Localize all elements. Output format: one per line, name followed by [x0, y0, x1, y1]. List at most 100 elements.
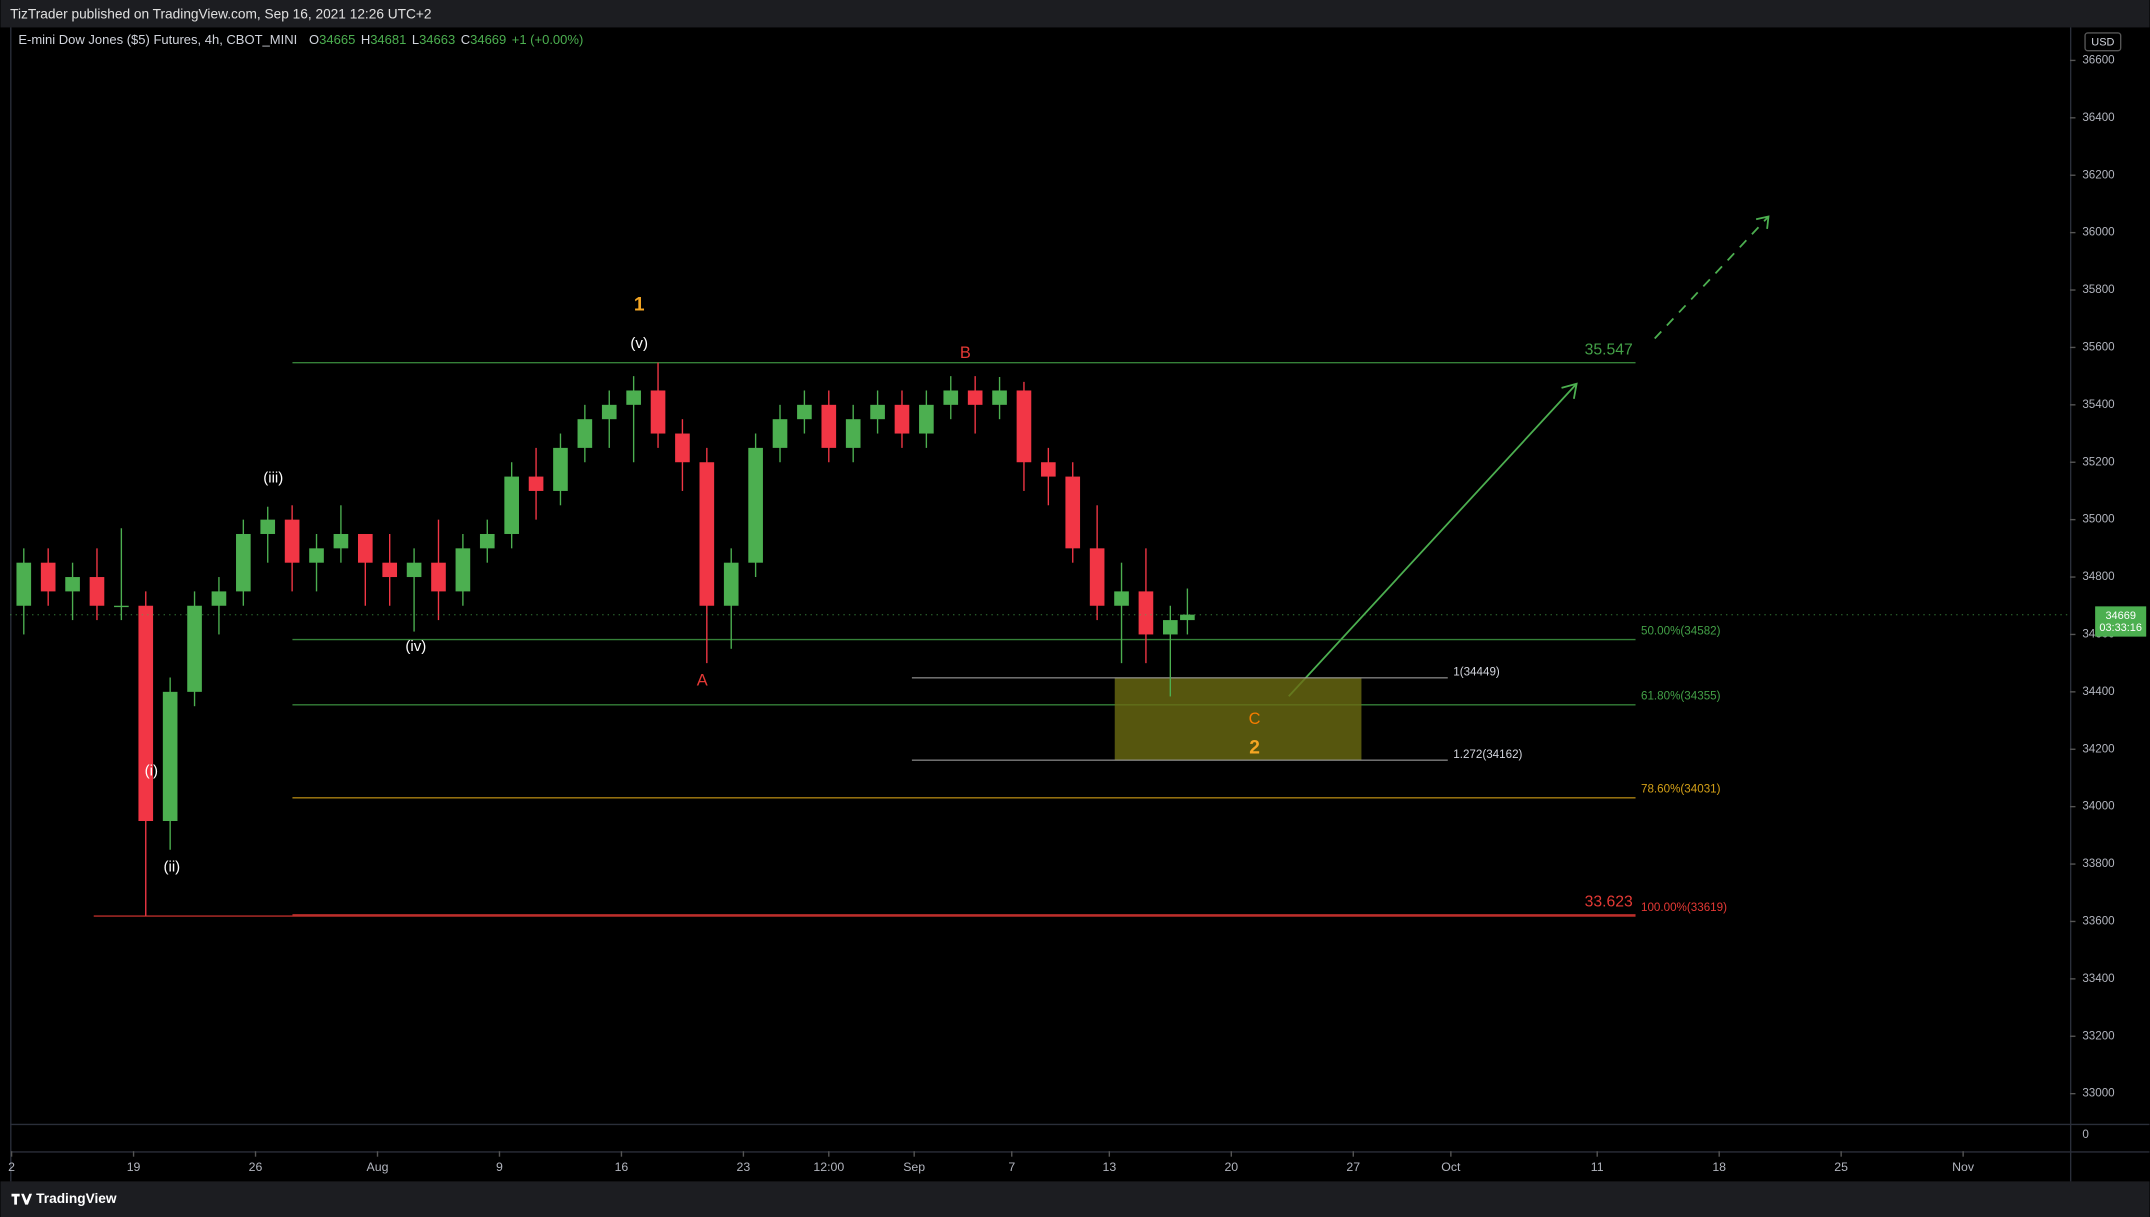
- x-tick-label: 18: [1712, 1160, 1726, 1174]
- extension-label: 1.272(34162): [1453, 748, 1522, 761]
- candle-body: [138, 605, 154, 822]
- candle-body: [870, 404, 885, 420]
- x-tick-label: 23: [737, 1160, 751, 1174]
- countdown: 03:33:16: [2099, 622, 2142, 634]
- x-tick-label: Oct: [1441, 1160, 1461, 1174]
- y-tick-label: 33400: [2082, 972, 2115, 985]
- symbol: E-mini Dow Jones ($5) Futures, 4h, CBOT_…: [18, 33, 297, 48]
- candle-body: [772, 419, 788, 448]
- candle-body: [1065, 476, 1081, 549]
- x-tick-label: 20: [1224, 1160, 1238, 1174]
- candle-body: [114, 605, 129, 608]
- footer-bar: [0, 1181, 2150, 1217]
- y-tick-label: 34200: [2082, 742, 2115, 755]
- brand-logo: [11, 1193, 33, 1205]
- candle-body: [528, 476, 544, 491]
- wave-label: (iv): [405, 638, 426, 655]
- y-tick-label: 36000: [2082, 226, 2115, 239]
- candle-body: [504, 476, 519, 534]
- candle-body: [479, 533, 495, 549]
- candle-body: [162, 691, 178, 822]
- candle-body: [333, 533, 349, 549]
- last-price: 34669: [2105, 610, 2135, 622]
- candle-body: [236, 533, 251, 592]
- candle-body: [309, 548, 324, 563]
- symbol-legend: E-mini Dow Jones ($5) Futures, 4h, CBOT_…: [18, 33, 583, 48]
- price-level-label: 35.547: [1585, 341, 1633, 358]
- candle-body: [577, 419, 593, 448]
- x-tick-label: 13: [1102, 1160, 1116, 1174]
- currency-box: [2084, 32, 2122, 52]
- header-bar: [0, 0, 2150, 28]
- candle-body: [601, 404, 617, 420]
- candle-body: [748, 447, 763, 563]
- candle-body: [1041, 462, 1056, 477]
- y-tick-label: 34800: [2082, 570, 2115, 583]
- extension-label: 1(34449): [1453, 665, 1500, 678]
- candle-body: [455, 548, 471, 592]
- candle-body: [675, 433, 690, 463]
- fib-label: 100.00%(33619): [1641, 901, 1727, 914]
- wave-label: A: [697, 671, 708, 689]
- wave-label: 2: [1249, 737, 1260, 758]
- candle-body: [943, 390, 959, 405]
- candle-body: [260, 519, 276, 534]
- y-tick-label: 35000: [2082, 513, 2115, 526]
- projection-arrow: [1288, 383, 1578, 697]
- candle-body: [187, 605, 202, 692]
- y-tick-label: 34400: [2082, 685, 2115, 698]
- wave-label: B: [960, 344, 971, 362]
- candle-body: [821, 404, 837, 448]
- y-tick-label: 35400: [2082, 398, 2115, 411]
- candle-body: [357, 533, 373, 563]
- y-tick-label: 34000: [2082, 800, 2115, 813]
- x-tick-label: 7: [1008, 1160, 1015, 1174]
- x-tick-label: 11: [1591, 1160, 1604, 1174]
- wave-label: C: [1249, 710, 1261, 728]
- x-tick-label: Aug: [367, 1160, 389, 1174]
- candle-body: [845, 419, 861, 448]
- wave-label: (i): [145, 763, 158, 780]
- candle-body: [382, 562, 398, 578]
- candle-body: [89, 577, 105, 606]
- y-tick-label: 36200: [2082, 168, 2115, 181]
- candle-body: [919, 404, 934, 434]
- logo-shape: [11, 1193, 33, 1205]
- candle-body: [16, 562, 32, 606]
- wave-label: (ii): [163, 859, 180, 876]
- wave-label: (v): [630, 335, 648, 352]
- y-tick-label: 33000: [2082, 1087, 2115, 1100]
- y-tick-label: 35200: [2082, 455, 2115, 468]
- candle-body: [967, 390, 983, 405]
- fib-label: 78.60%(34031): [1641, 783, 1721, 796]
- x-tick-label: 9: [496, 1160, 503, 1174]
- last-price-tag-wide: [2095, 606, 2147, 637]
- y-tick-label: 33200: [2082, 1029, 2115, 1042]
- candle-body: [894, 404, 910, 434]
- candle-body: [211, 591, 227, 606]
- change: +1 (+0.00%): [512, 33, 584, 48]
- x-tick-label: 25: [1834, 1160, 1848, 1174]
- x-tick-label: Nov: [1952, 1160, 1975, 1174]
- y-tick-label: 33600: [2082, 915, 2115, 928]
- candle-body: [1089, 548, 1105, 606]
- candle-body: [1138, 591, 1154, 635]
- ohlc-value: 34669: [470, 33, 506, 48]
- fib-label: 50.00%(34582): [1641, 624, 1721, 637]
- candle-body: [992, 390, 1007, 405]
- candle-body: [723, 562, 739, 606]
- candle-body: [1162, 620, 1178, 635]
- candle-body: [40, 562, 56, 592]
- y-tick-label: 36400: [2082, 111, 2115, 124]
- y-tick-label: 35600: [2082, 341, 2115, 354]
- ohlc-key: H: [361, 33, 370, 48]
- y-tick-label: 33800: [2082, 857, 2115, 870]
- x-tick-label: 12:00: [813, 1160, 844, 1174]
- candle-body: [1016, 390, 1032, 463]
- candle-body: [553, 447, 568, 491]
- candle-body: [797, 404, 812, 420]
- candle-body: [1114, 591, 1129, 606]
- candle-body: [65, 577, 80, 592]
- ohlc-value: 34665: [319, 33, 355, 48]
